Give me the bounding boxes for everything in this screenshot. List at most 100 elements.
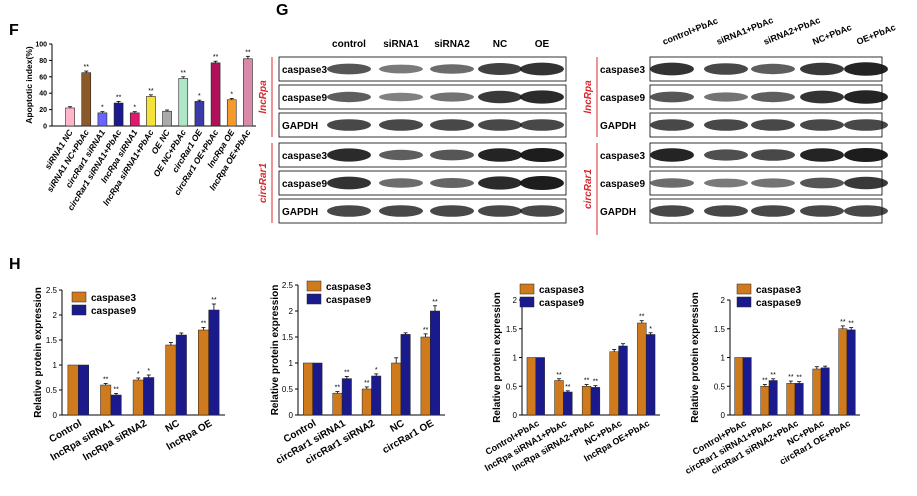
h2-bar-caspase3-0 (303, 362, 313, 416)
lane-label-left-1: siRNA1 (383, 39, 419, 50)
h2-bar-caspase9-0 (312, 362, 323, 416)
h1-bar-caspase9-1 (110, 394, 122, 416)
h2-y-tick-label: 2 (289, 307, 294, 316)
y-axis-label: Apoptotic index(%) (24, 46, 34, 124)
h1-y-tick-label: 2.5 (46, 286, 58, 295)
blot-left-bottom-band (327, 148, 371, 162)
h4-bar-caspase3-1 (760, 386, 770, 416)
h2-bar-caspase3-4 (420, 336, 431, 416)
h1-sig-mark: * (147, 368, 150, 375)
h2-bar-caspase3-3 (391, 362, 402, 416)
sig-mark-4: * (133, 105, 136, 112)
h2-sig-mark: ** (344, 370, 350, 377)
y-tick-label: 40 (39, 91, 47, 98)
h4-sig-mark: ** (770, 372, 776, 379)
blot-right-top-row-label: caspase3 (600, 65, 645, 76)
group-label-left-bottom: circRar1 (258, 163, 269, 203)
h4-sig-mark: ** (796, 375, 802, 382)
sig-mark-1: ** (84, 64, 90, 71)
blot-left-top-band (478, 119, 522, 131)
blot-left-bottom-band (520, 148, 564, 162)
h2-bar-caspase9-2 (371, 375, 382, 416)
h3-bar-caspase9-0 (535, 357, 545, 416)
blot-left-top-band (430, 92, 474, 102)
y-tick-label: 80 (39, 58, 47, 65)
h1-legend-swatch-caspase3 (71, 291, 87, 303)
h3-sig-mark: ** (556, 372, 562, 379)
blot-left-bottom-row-label: caspase3 (282, 151, 327, 162)
group-label-left-top: lncRpa (258, 80, 269, 114)
h1-legend-label-caspase3: caspase3 (91, 293, 136, 304)
h4-y-tick-label: 1 (721, 354, 726, 363)
blot-right-top-band (751, 63, 795, 75)
blot-left-top-band (430, 64, 474, 74)
h1-bar-caspase9-4 (208, 309, 220, 416)
h3-bar-caspase9-2 (590, 387, 601, 416)
blot-left-top-band (379, 119, 423, 131)
blot-left-bottom-band (327, 176, 371, 190)
h1-bar-caspase9-2 (143, 377, 155, 416)
h4-y-tick-label: 1.5 (714, 325, 726, 334)
group-label-right-top: lncRpa (583, 80, 594, 114)
blot-left-bottom-band (379, 205, 423, 217)
sig-mark-8: * (198, 93, 201, 100)
h2-sig-mark: ** (423, 327, 429, 334)
h3-legend-swatch-caspase3 (519, 283, 535, 295)
h4-bar-caspase3-2 (786, 383, 796, 416)
blot-right-bottom-band (844, 205, 888, 217)
blot-right-top-band (844, 62, 888, 76)
blot-right-bottom-band (704, 205, 748, 217)
h2-x-tick-label-4: circRar1 OE (381, 418, 436, 456)
h1-sig-mark: ** (113, 387, 119, 394)
h1-sig-mark: ** (211, 297, 217, 304)
h4-legend-label-caspase9: caspase9 (756, 298, 801, 309)
h2-legend-swatch-caspase9 (306, 293, 322, 305)
blot-left-top-band (327, 119, 371, 131)
h1-y-tick-label: 1.5 (46, 336, 58, 345)
y-tick-label: 0 (43, 124, 47, 131)
h3-sig-mark: ** (584, 378, 590, 385)
h3-legend-swatch-caspase9 (519, 296, 535, 308)
blot-left-top-band (327, 63, 371, 75)
blot-right-bottom-row-label: GAPDH (600, 207, 636, 218)
h2-legend-label-caspase9: caspase9 (326, 295, 371, 306)
h3-y-axis-label: Relative protein expression (492, 292, 503, 423)
blot-left-bottom-band (430, 178, 474, 188)
lane-label-left-0: control (332, 39, 366, 50)
blot-left-bottom-band (478, 176, 522, 190)
h4-legend-swatch-caspase3 (736, 283, 752, 295)
blot-right-bottom-band (800, 205, 844, 217)
h3-sig-mark: ** (565, 384, 571, 391)
blot-right-bottom-band (844, 176, 888, 190)
h4-sig-mark: ** (788, 374, 794, 381)
blot-right-bottom-band (751, 149, 795, 161)
h2-bar-caspase9-3 (400, 334, 411, 416)
h2-y-tick-label: 0 (289, 411, 294, 420)
blot-left-bottom-band (327, 205, 371, 217)
h2-y-tick-label: 2.5 (282, 281, 294, 290)
h4-bar-caspase9-2 (794, 383, 804, 416)
blot-right-bottom-band (844, 148, 888, 162)
h1-y-tick-label: 0 (53, 411, 58, 420)
blot-left-top-band (379, 92, 423, 102)
h3-legend-label-caspase9: caspase9 (539, 298, 584, 309)
h4-bar-caspase3-3 (812, 368, 822, 416)
h2-sig-mark: * (375, 367, 378, 374)
blot-left-top-row-label: caspase3 (282, 65, 327, 76)
blot-right-bottom-band (751, 205, 795, 217)
h4-y-axis-label: Relative protein expression (690, 292, 701, 423)
blot-right-top-band (751, 91, 795, 103)
h2-sig-mark: ** (364, 380, 370, 387)
h1-y-tick-label: 0.5 (46, 386, 58, 395)
blot-right-top-row-label: GAPDH (600, 121, 636, 132)
h2-sig-mark: ** (432, 299, 438, 306)
h4-y-tick-label: 0.5 (714, 382, 726, 391)
y-tick-label: 20 (39, 107, 47, 114)
h4-bar-caspase9-1 (768, 380, 778, 416)
blot-left-bottom-band (520, 176, 564, 190)
h3-y-tick-label: 1 (513, 354, 518, 363)
h4-sig-mark: ** (840, 319, 846, 326)
h3-y-tick-label: 0 (513, 411, 518, 420)
blot-left-top-band (478, 63, 522, 75)
blot-left-bottom-band (520, 205, 564, 217)
